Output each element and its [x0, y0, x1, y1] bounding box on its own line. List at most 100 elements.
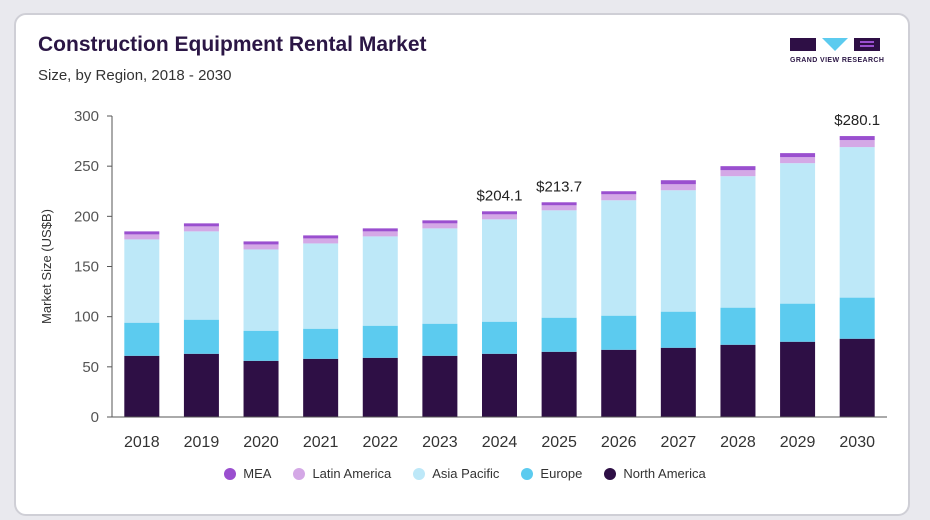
legend-label: Asia Pacific: [432, 466, 500, 481]
bar-segment-latin-america-2026: [601, 194, 637, 201]
bar-segment-asia-pacific-2026: [601, 200, 637, 316]
bar-segment-asia-pacific-2018: [124, 239, 160, 323]
bar-segment-latin-america-2027: [660, 184, 696, 191]
x-tick-label: 2025: [541, 434, 577, 451]
chart-subtitle: Size, by Region, 2018 - 2030: [38, 67, 232, 84]
legend-item-north-america: North America: [604, 466, 706, 481]
bar-segment-mea-2028: [720, 166, 756, 171]
bar-segment-europe-2028: [720, 307, 756, 345]
bar-segment-mea-2027: [660, 180, 696, 185]
bar-segment-mea-2024: [482, 211, 517, 215]
x-tick-label: 2030: [839, 434, 875, 451]
bar-segment-asia-pacific-2029: [780, 163, 816, 304]
bar-segment-north-america-2027: [660, 347, 696, 417]
bar-segment-europe-2022: [362, 325, 398, 358]
bar-segment-europe-2024: [482, 321, 517, 354]
bar-segment-latin-america-2025: [541, 205, 577, 211]
bar-segment-north-america-2030: [839, 338, 875, 417]
grand-view-research-logo: GRAND VIEW RESEARCH: [790, 36, 885, 66]
data-label-2030: $280.1: [834, 112, 880, 129]
bar-segment-europe-2020: [243, 330, 279, 361]
legend-item-europe: Europe: [521, 466, 582, 481]
x-axis: 2018 2019 2020 2021 2022 2023 2024 2025 2026 2027…: [112, 416, 887, 451]
legend-swatch: [413, 467, 426, 480]
bar-segment-europe-2021: [303, 328, 339, 359]
bars: [124, 136, 875, 417]
bar-segment-latin-america-2018: [124, 234, 160, 240]
bar-segment-asia-pacific-2030: [839, 147, 875, 298]
legend-swatch: [521, 467, 534, 480]
bar-segment-europe-2025: [541, 317, 577, 352]
x-tick-label: 2021: [303, 434, 339, 451]
bar-segment-latin-america-2022: [362, 231, 398, 237]
legend-item-asia-pacific: Asia Pacific: [413, 466, 499, 481]
legend-swatch: [293, 467, 306, 480]
bar-segment-latin-america-2021: [303, 238, 339, 244]
bar-segment-europe-2023: [422, 323, 458, 356]
x-tick-label: 2018: [124, 434, 160, 451]
bar-segment-latin-america-2029: [780, 157, 816, 164]
bar-segment-latin-america-2028: [720, 170, 756, 177]
bar-segment-europe-2026: [601, 315, 637, 350]
bar-segment-mea-2022: [362, 228, 398, 232]
bar-segment-asia-pacific-2022: [362, 236, 398, 326]
y-tick-label: 250: [74, 158, 99, 175]
bar-segment-europe-2018: [124, 322, 160, 356]
bar-segment-asia-pacific-2021: [303, 243, 339, 329]
legend-label: Latin America: [312, 466, 392, 481]
x-tick-label: 2024: [482, 434, 518, 451]
bar-segment-asia-pacific-2027: [660, 190, 696, 312]
legend-label: MEA: [243, 466, 272, 481]
bar-segment-north-america-2018: [124, 355, 160, 417]
legend-label: North America: [623, 466, 706, 481]
bar-segment-mea-2018: [124, 231, 160, 235]
bar-segment-north-america-2019: [183, 353, 219, 417]
x-tick-label: 2026: [601, 434, 637, 451]
bar-segment-asia-pacific-2024: [482, 219, 517, 322]
chart-title: Construction Equipment Rental Market: [38, 33, 427, 56]
bar-segment-mea-2019: [183, 223, 219, 227]
bar-segment-north-america-2023: [422, 355, 458, 417]
bar-segment-north-america-2025: [541, 351, 577, 417]
x-tick-label: 2022: [362, 434, 398, 451]
bar-segment-asia-pacific-2020: [243, 249, 279, 331]
bar-segment-mea-2026: [601, 191, 637, 195]
x-tick-label: 2023: [422, 434, 458, 451]
logo-mark-icon: [790, 38, 880, 51]
y-tick-label: 0: [91, 409, 99, 426]
bar-segment-north-america-2022: [362, 357, 398, 417]
bar-segment-mea-2023: [422, 220, 458, 224]
y-axis-title: Market Size (US$B): [39, 209, 54, 324]
data-labels: $204.1 $213.7 $280.1: [477, 112, 881, 204]
bar-segment-north-america-2028: [720, 344, 756, 417]
bar-segment-latin-america-2030: [839, 140, 875, 148]
y-tick-label: 100: [74, 309, 99, 326]
bar-segment-europe-2027: [660, 311, 696, 348]
bar-segment-north-america-2020: [243, 360, 279, 417]
stacked-bar-chart: 0 50 100 150 200 250 300 Market Size (US$B) 201…: [39, 108, 887, 451]
data-label-2025: $213.7: [536, 178, 582, 195]
legend: MEA Latin America Asia Pacific Europe North …: [0, 466, 930, 483]
bar-segment-north-america-2029: [780, 341, 816, 417]
y-tick-label: 50: [82, 359, 99, 376]
legend-swatch: [604, 467, 617, 480]
y-tick-label: 150: [74, 259, 99, 276]
legend-item-latin-america: Latin America: [293, 466, 391, 481]
bar-segment-europe-2019: [183, 319, 219, 354]
bar-segment-latin-america-2024: [482, 214, 517, 220]
bar-segment-latin-america-2019: [183, 226, 219, 232]
bar-segment-mea-2025: [541, 202, 577, 206]
x-tick-label: 2027: [661, 434, 697, 451]
logo-text: GRAND VIEW RESEARCH: [790, 57, 885, 64]
legend-swatch: [224, 467, 237, 480]
x-tick-label: 2028: [720, 434, 756, 451]
bar-segment-europe-2030: [839, 297, 875, 339]
bar-segment-mea-2021: [303, 235, 339, 239]
chart-card: [14, 13, 910, 516]
bar-segment-europe-2029: [780, 303, 816, 342]
legend-item-mea: MEA: [224, 466, 271, 481]
legend-label: Europe: [540, 466, 583, 481]
bar-segment-asia-pacific-2025: [541, 210, 577, 318]
x-tick-label: 2029: [780, 434, 816, 451]
x-tick-label: 2020: [243, 434, 279, 451]
